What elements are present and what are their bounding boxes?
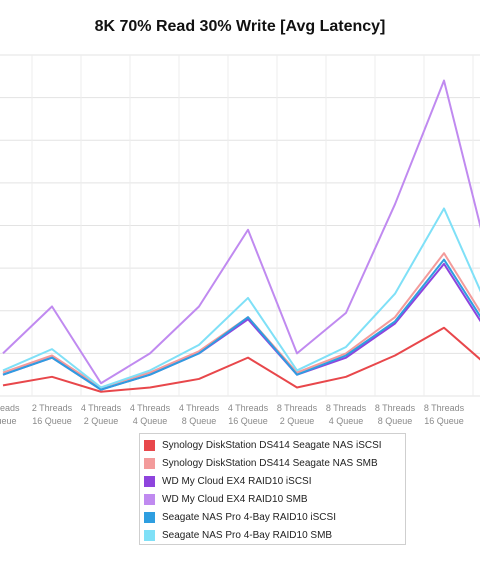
legend-swatch [144,439,155,451]
chart-title: 8K 70% Read 30% Write [Avg Latency] [94,18,386,35]
legend-item[interactable]: Seagate NAS Pro 4-Bay RAID10 iSCSI [144,508,405,526]
legend-label: Synology DiskStation DS414 Seagate NAS i… [162,439,382,451]
legend-swatch [144,475,155,487]
legend-label: Seagate NAS Pro 4-Bay RAID10 iSCSI [162,511,336,523]
x-tick-label: 4 Threads 2 Queue [81,403,122,426]
legend-item[interactable]: Synology DiskStation DS414 Seagate NAS S… [144,454,405,472]
series-line-5 [2,258,480,391]
x-tick-label: 8 Threads 4 Queue [326,403,367,426]
grid [0,54,480,397]
legend-label: Synology DiskStation DS414 Seagate NAS S… [162,457,378,469]
x-tick-label: 2 Threads 16 Queue [32,403,73,426]
x-tick-label: 4 Threads 8 Queue [179,403,220,426]
legend-label: WD My Cloud EX4 RAID10 iSCSI [162,475,312,487]
x-tick-label: 8 Threads 2 Queue [277,403,318,426]
legend-swatch [144,511,155,523]
series-lines [2,79,480,393]
legend-swatch [144,457,155,469]
x-tick-label: 4 Threads 16 Queue [228,403,269,426]
legend-item[interactable]: Seagate NAS Pro 4-Bay RAID10 SMB [144,526,405,544]
legend-item[interactable]: WD My Cloud EX4 RAID10 iSCSI [144,472,405,490]
x-tick-label: 4 Threads 4 Queue [130,403,171,426]
legend-label: WD My Cloud EX4 RAID10 SMB [162,493,308,505]
series-line-1 [2,326,480,393]
legend-label: Seagate NAS Pro 4-Bay RAID10 SMB [162,529,333,541]
series-line-6 [2,207,480,389]
legend: Synology DiskStation DS414 Seagate NAS i… [139,433,406,545]
legend-item[interactable]: WD My Cloud EX4 RAID10 SMB [144,490,405,508]
legend-item[interactable]: Synology DiskStation DS414 Seagate NAS i… [144,436,405,454]
legend-swatch [144,493,155,505]
x-tick-label: 8 Threads 8 Queue [375,403,416,426]
legend-swatch [144,529,155,541]
x-tick-label: 8 Threads 16 Queue [424,403,465,426]
series-line-4 [2,79,480,385]
x-tick-label: ThreadsQueue [0,403,20,426]
